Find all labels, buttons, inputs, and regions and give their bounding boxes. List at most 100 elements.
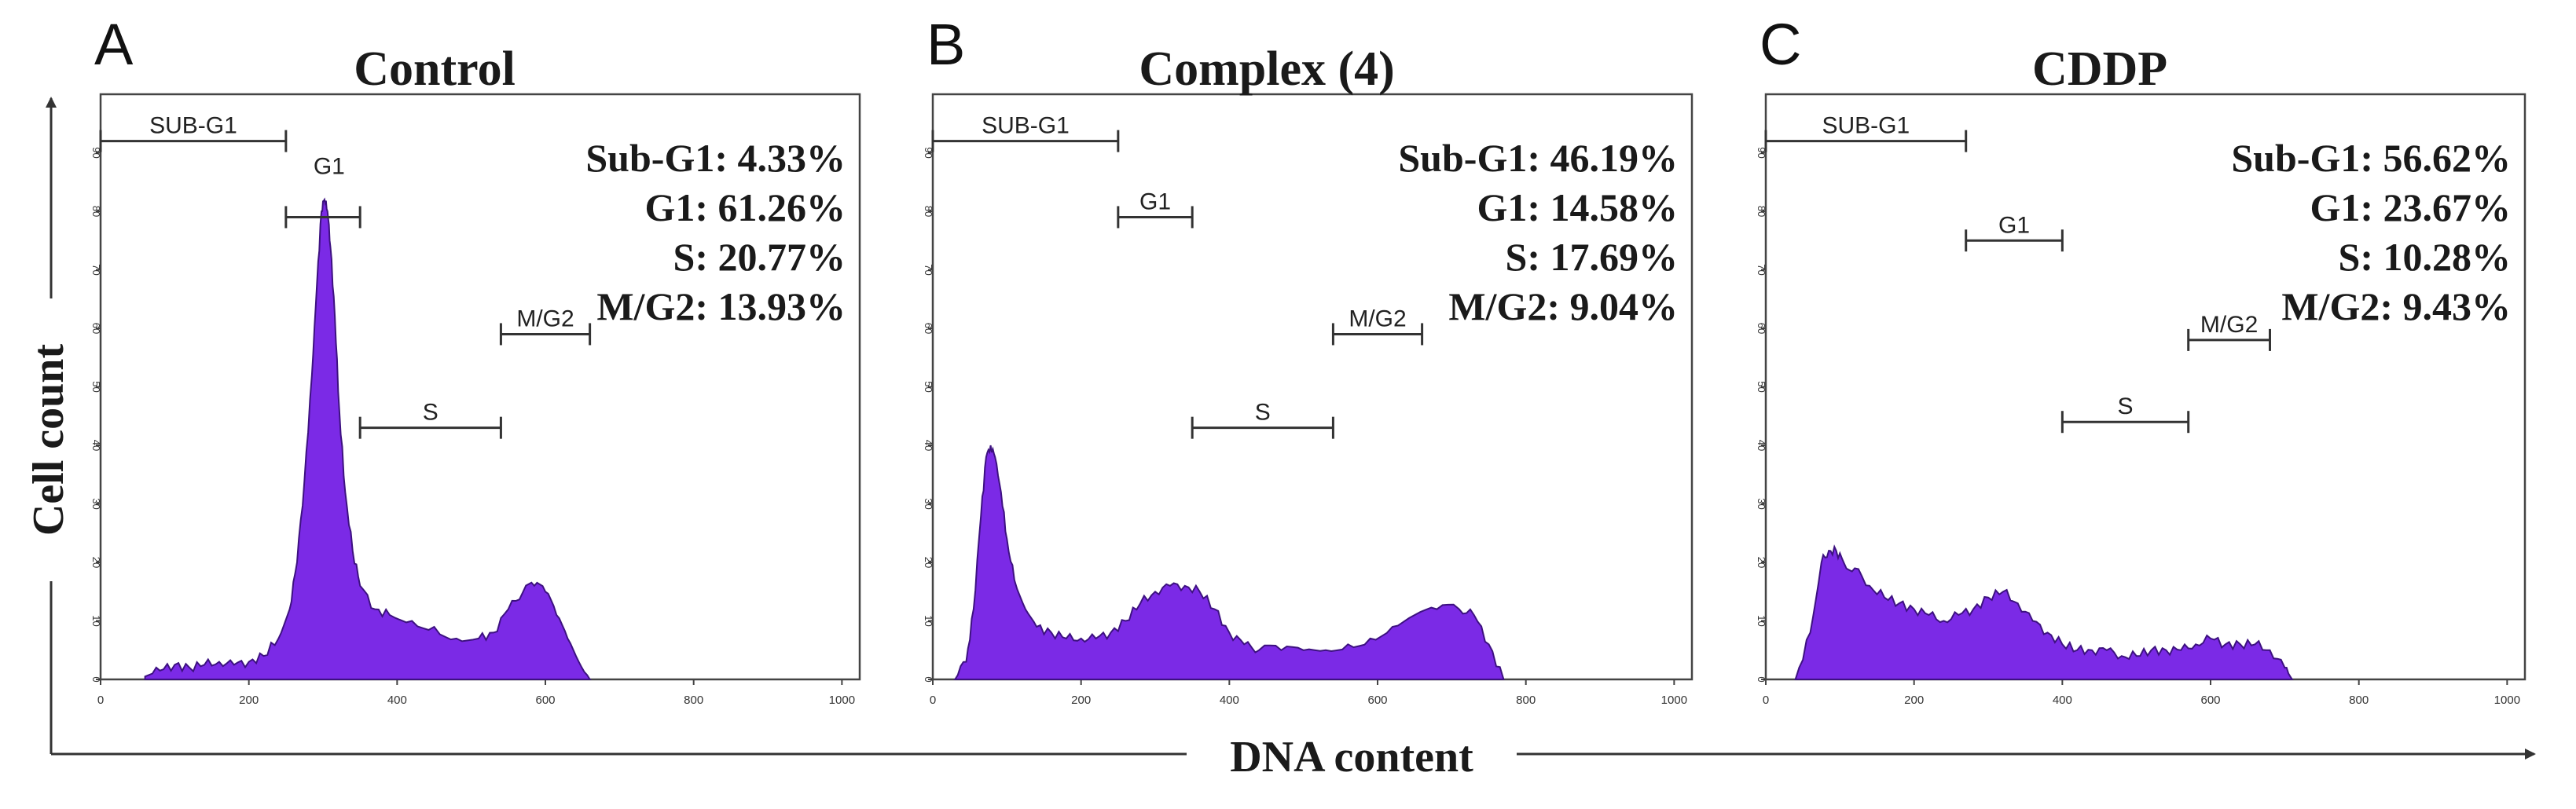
y-tick-label: 40 [90,440,102,451]
y-tick-label: 10 [1756,615,1767,626]
panel-title: CDDP [2032,42,2167,96]
y-tick-label: 50 [90,381,102,392]
x-tick-label: 800 [684,694,703,707]
y-tick-label: 30 [1756,498,1767,509]
y-tick-label: 60 [1756,323,1767,334]
x-tick-label: 600 [536,694,556,707]
gate-sub-g1: SUB-G1 [931,113,1120,152]
stat-line: Sub-G1: 4.33% [585,136,846,180]
y-tick-label: 90 [1756,147,1767,158]
gate-label: G1 [1998,212,2030,238]
x-axis-title-bg [1187,727,1517,782]
y-axis-title-bg [20,298,75,581]
gate-label: SUB-G1 [149,113,237,139]
y-tick-label: 0 [90,676,102,682]
gate-label: S [1255,400,1271,426]
y-tick-label: 70 [1756,264,1767,275]
gate-g1: G1 [1117,189,1194,229]
stat-line: Sub-G1: 46.19% [1398,136,1678,180]
plot-frame [931,93,1693,681]
y-tick-label: 0 [1756,676,1767,682]
gate-m-g2: M/G2 [2187,312,2271,351]
gate-label: M/G2 [1349,306,1406,331]
gate-g1: G1 [1965,212,2064,252]
y-tick-label: 90 [90,147,102,158]
y-tick-label: 80 [90,206,102,217]
panel-letter: C [1760,12,1801,77]
x-tick-label: 600 [2201,694,2221,707]
x-tick-label: 200 [1904,694,1924,707]
panel-c: C CDDP 0 200 400 600 800 1000 0 10 20 30 40 50 60 70 80 9… [1756,12,2526,707]
gate-label: G1 [1139,189,1171,214]
x-tick-label: 400 [387,694,407,707]
x-tick-label: 400 [1220,694,1239,707]
gate-s: S [1191,400,1334,439]
plot-frame [99,93,861,681]
y-tick-label: 50 [1756,381,1767,392]
panel-title: Complex (4) [1139,42,1394,96]
gate-s: S [2060,394,2190,434]
stat-line: M/G2: 9.43% [2281,284,2511,328]
y-tick-label: 60 [90,323,102,334]
gate-sub-g1: SUB-G1 [99,113,288,152]
x-tick-label: 1000 [2494,694,2520,707]
y-tick-label: 70 [90,264,102,275]
y-tick-label: 20 [1756,557,1767,568]
stat-line: Sub-G1: 56.62% [2231,136,2511,180]
gate-sub-g1: SUB-G1 [1764,113,1968,152]
panel-letter: B [927,12,965,77]
gate-g1: G1 [284,153,361,229]
histogram-area [144,197,592,680]
stat-line: M/G2: 9.04% [1448,284,1678,328]
gate-label: S [423,400,439,426]
gate-label: SUB-G1 [982,113,1070,139]
stat-line: G1: 14.58% [1477,185,1678,229]
y-tick-label: 60 [923,323,934,334]
stat-line: S: 17.69% [1506,235,1678,279]
y-tick-label: 70 [923,264,934,275]
x-tick-label: 600 [1368,694,1388,707]
histogram-area [953,445,1505,680]
x-axis-title: DNA content [1230,733,1473,782]
y-tick-label: 30 [90,498,102,509]
panel-b: B Complex (4) 0 200 400 600 800 1000 0 10 20 30 40 50… [923,12,1693,707]
x-tick-label: 800 [1516,694,1536,707]
y-tick-label: 20 [90,557,102,568]
gate-label: S [2118,394,2134,419]
x-tick-label: 200 [1071,694,1091,707]
stat-line: S: 20.77% [673,235,846,279]
y-tick-label: 0 [923,676,934,682]
panel-title: Control [354,42,516,96]
stat-line: G1: 61.26% [644,185,846,229]
stat-line: M/G2: 13.93% [596,284,846,328]
y-tick-label: 90 [923,147,934,158]
stat-line: G1: 23.67% [2310,185,2511,229]
x-tick-label: 200 [239,694,259,707]
y-tick-label: 80 [1756,206,1767,217]
gate-m-g2: M/G2 [499,306,592,346]
gate-label: M/G2 [2200,312,2258,338]
x-tick-label: 1000 [829,694,855,707]
x-tick-label: 0 [1763,694,1769,707]
gate-label: M/G2 [516,306,574,331]
x-tick-label: 400 [2053,694,2072,707]
y-axis-title: Cell count [24,344,73,536]
stat-line: S: 10.28% [2339,235,2511,279]
x-tick-label: 0 [930,694,936,707]
x-tick-label: 1000 [1661,694,1687,707]
y-tick-label: 40 [1756,440,1767,451]
y-tick-label: 20 [923,557,934,568]
y-tick-label: 40 [923,440,934,451]
gate-m-g2: M/G2 [1331,306,1424,346]
panel-letter: A [94,12,134,77]
panel-a: A Control 0 200 400 600 800 1000 0 10 20 30 40 50 60 70… [90,12,861,707]
y-tick-label: 80 [923,206,934,217]
x-tick-label: 0 [97,694,104,707]
gate-label: SUB-G1 [1822,113,1910,139]
gate-s: S [358,400,502,439]
gate-label: G1 [314,153,345,179]
y-tick-label: 30 [923,498,934,509]
histogram-area [1794,544,2294,680]
